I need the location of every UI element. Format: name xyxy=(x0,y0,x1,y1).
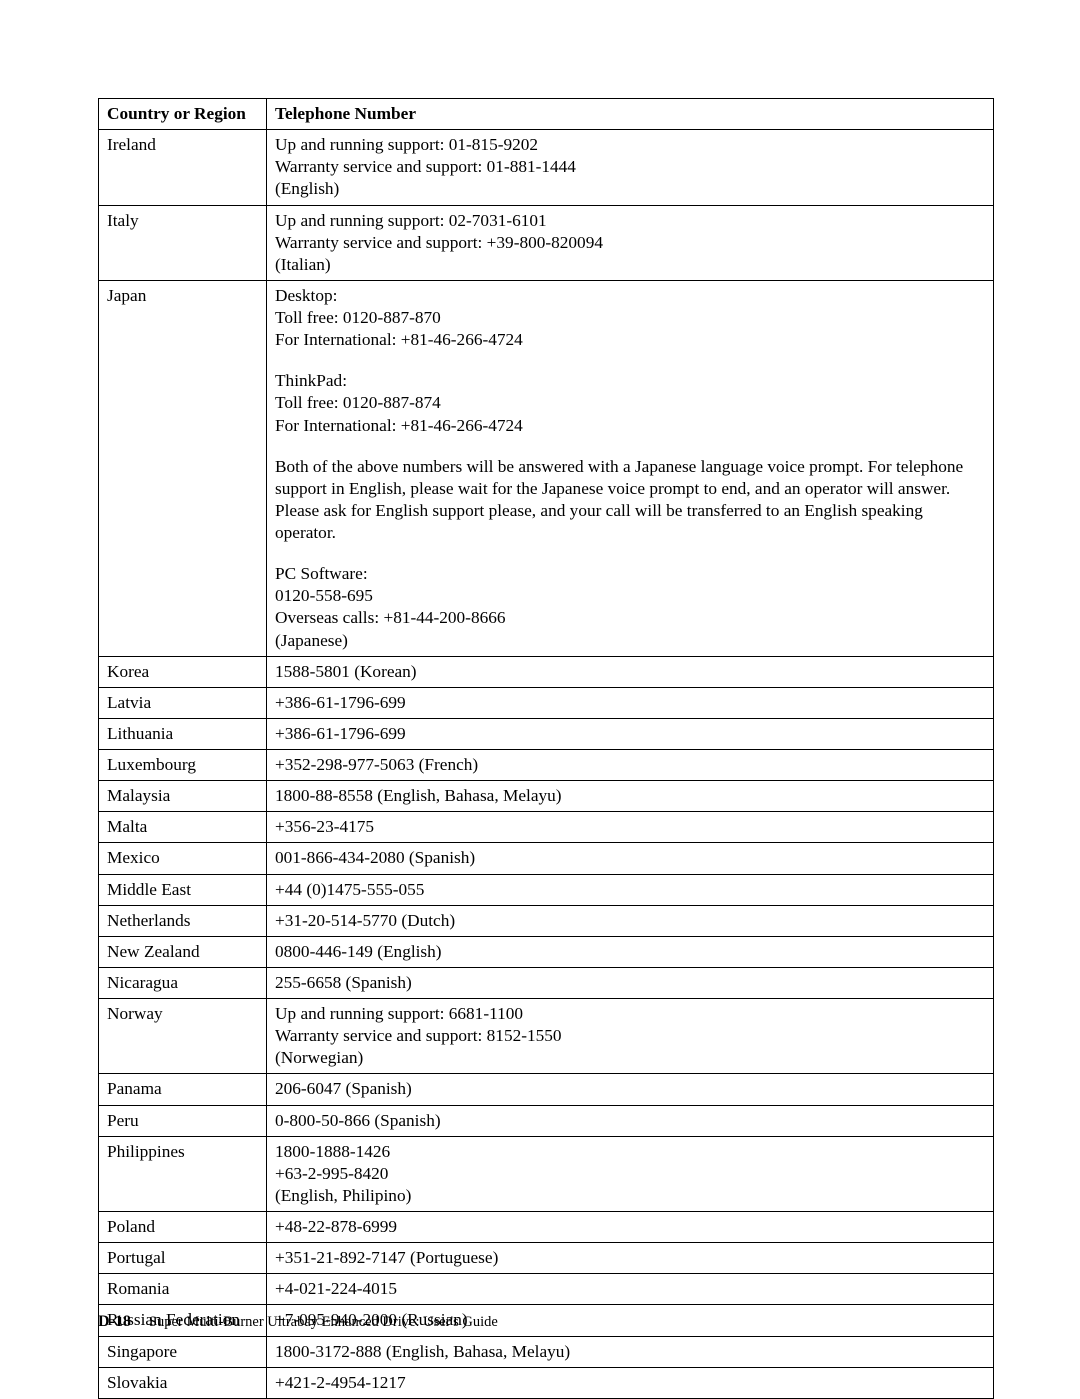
phone-cell: +421-2-4954-1217 xyxy=(267,1367,994,1398)
country-cell: Japan xyxy=(99,280,267,656)
phone-cell: 0800-446-149 (English) xyxy=(267,936,994,967)
table-row: Slovakia+421-2-4954-1217 xyxy=(99,1367,994,1398)
table-row: NorwayUp and running support: 6681-1100 … xyxy=(99,999,994,1074)
country-cell: Poland xyxy=(99,1212,267,1243)
country-cell: Mexico xyxy=(99,843,267,874)
phone-cell: +352-298-977-5063 (French) xyxy=(267,750,994,781)
table-row: Malta+356-23-4175 xyxy=(99,812,994,843)
table-row: Mexico001-866-434-2080 (Spanish) xyxy=(99,843,994,874)
table-row: Latvia+386-61-1796-699 xyxy=(99,687,994,718)
country-cell: Philippines xyxy=(99,1136,267,1211)
paragraph-gap xyxy=(275,437,985,456)
table-row: Peru0-800-50-866 (Spanish) xyxy=(99,1105,994,1136)
table-row: New Zealand0800-446-149 (English) xyxy=(99,936,994,967)
phone-cell: +4-021-224-4015 xyxy=(267,1274,994,1305)
phone-cell: 1800-3172-888 (English, Bahasa, Melayu) xyxy=(267,1336,994,1367)
country-cell: Singapore xyxy=(99,1336,267,1367)
col-header-country: Country or Region xyxy=(99,99,267,130)
table-row: Nicaragua255-6658 (Spanish) xyxy=(99,967,994,998)
country-cell: Norway xyxy=(99,999,267,1074)
country-cell: New Zealand xyxy=(99,936,267,967)
phone-cell: +31-20-514-5770 (Dutch) xyxy=(267,905,994,936)
support-phone-table: Country or Region Telephone Number Irela… xyxy=(98,98,994,1399)
table-row: ItalyUp and running support: 02-7031-610… xyxy=(99,205,994,280)
country-cell: Peru xyxy=(99,1105,267,1136)
phone-cell: 1588-5801 (Korean) xyxy=(267,656,994,687)
phone-cell: 1800-88-8558 (English, Bahasa, Melayu) xyxy=(267,781,994,812)
country-cell: Lithuania xyxy=(99,718,267,749)
country-cell: Romania xyxy=(99,1274,267,1305)
phone-cell: 0-800-50-866 (Spanish) xyxy=(267,1105,994,1136)
page-number: D-18 xyxy=(98,1313,131,1330)
paragraph-gap xyxy=(275,351,985,370)
table-row: Malaysia1800-88-8558 (English, Bahasa, M… xyxy=(99,781,994,812)
phone-cell: 206-6047 (Spanish) xyxy=(267,1074,994,1105)
phone-cell: +356-23-4175 xyxy=(267,812,994,843)
country-cell: Nicaragua xyxy=(99,967,267,998)
doc-title: Super Multi-Burner Ultrabay Enhanced Dri… xyxy=(149,1314,498,1330)
phone-cell: Desktop: Toll free: 0120-887-870 For Int… xyxy=(267,280,994,656)
phone-cell: +386-61-1796-699 xyxy=(267,718,994,749)
phone-cell: Up and running support: 02-7031-6101 War… xyxy=(267,205,994,280)
table-row: IrelandUp and running support: 01-815-92… xyxy=(99,130,994,205)
country-cell: Malaysia xyxy=(99,781,267,812)
phone-paragraph: Both of the above numbers will be answer… xyxy=(275,457,963,542)
table-row: Middle East+44 (0)1475-555-055 xyxy=(99,874,994,905)
phone-cell: +44 (0)1475-555-055 xyxy=(267,874,994,905)
country-cell: Middle East xyxy=(99,874,267,905)
table-header-row: Country or Region Telephone Number xyxy=(99,99,994,130)
country-cell: Netherlands xyxy=(99,905,267,936)
country-cell: Latvia xyxy=(99,687,267,718)
table-row: Lithuania+386-61-1796-699 xyxy=(99,718,994,749)
phone-cell: +386-61-1796-699 xyxy=(267,687,994,718)
phone-cell: Up and running support: 01-815-9202 Warr… xyxy=(267,130,994,205)
country-cell: Ireland xyxy=(99,130,267,205)
country-cell: Luxembourg xyxy=(99,750,267,781)
phone-paragraph: Desktop: Toll free: 0120-887-870 For Int… xyxy=(275,286,523,349)
table-row: Singapore1800-3172-888 (English, Bahasa,… xyxy=(99,1336,994,1367)
country-cell: Panama xyxy=(99,1074,267,1105)
table-row: Netherlands+31-20-514-5770 (Dutch) xyxy=(99,905,994,936)
paragraph-gap xyxy=(275,544,985,563)
page-footer: D-18 Super Multi-Burner Ultrabay Enhance… xyxy=(98,1313,498,1331)
phone-paragraph: PC Software: 0120-558-695 Overseas calls… xyxy=(275,564,506,649)
table-row: Portugal+351-21-892-7147 (Portuguese) xyxy=(99,1243,994,1274)
phone-paragraph: ThinkPad: Toll free: 0120-887-874 For In… xyxy=(275,371,523,434)
phone-cell: 255-6658 (Spanish) xyxy=(267,967,994,998)
country-cell: Slovakia xyxy=(99,1367,267,1398)
phone-cell: 001-866-434-2080 (Spanish) xyxy=(267,843,994,874)
country-cell: Korea xyxy=(99,656,267,687)
country-cell: Italy xyxy=(99,205,267,280)
table-row: Korea1588-5801 (Korean) xyxy=(99,656,994,687)
country-cell: Malta xyxy=(99,812,267,843)
table-row: Romania+4-021-224-4015 xyxy=(99,1274,994,1305)
country-cell: Portugal xyxy=(99,1243,267,1274)
table-row: Philippines1800-1888-1426 +63-2-995-8420… xyxy=(99,1136,994,1211)
phone-cell: +351-21-892-7147 (Portuguese) xyxy=(267,1243,994,1274)
table-row: JapanDesktop: Toll free: 0120-887-870 Fo… xyxy=(99,280,994,656)
table-row: Poland+48-22-878-6999 xyxy=(99,1212,994,1243)
phone-cell: +48-22-878-6999 xyxy=(267,1212,994,1243)
table-row: Panama206-6047 (Spanish) xyxy=(99,1074,994,1105)
phone-cell: Up and running support: 6681-1100 Warran… xyxy=(267,999,994,1074)
table-row: Luxembourg+352-298-977-5063 (French) xyxy=(99,750,994,781)
col-header-phone: Telephone Number xyxy=(267,99,994,130)
phone-cell: 1800-1888-1426 +63-2-995-8420 (English, … xyxy=(267,1136,994,1211)
